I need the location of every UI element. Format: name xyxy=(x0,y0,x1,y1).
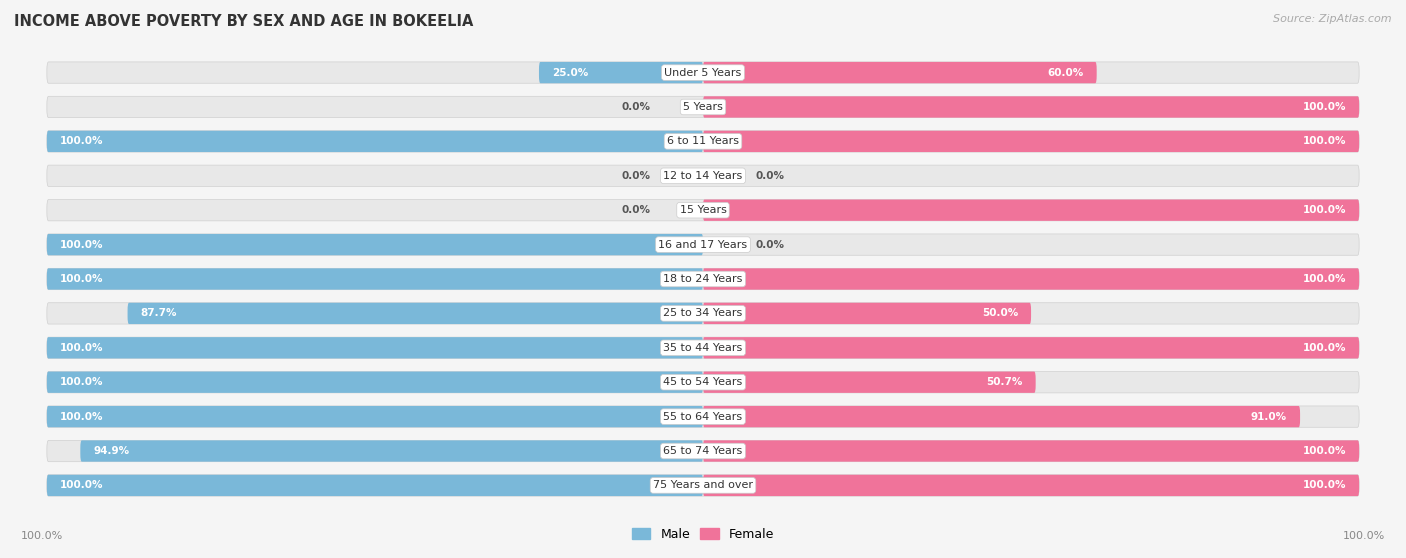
Text: 100.0%: 100.0% xyxy=(60,412,104,422)
FancyBboxPatch shape xyxy=(46,475,703,496)
Text: 55 to 64 Years: 55 to 64 Years xyxy=(664,412,742,422)
Text: 60.0%: 60.0% xyxy=(1047,68,1084,78)
Text: 94.9%: 94.9% xyxy=(93,446,129,456)
Text: 0.0%: 0.0% xyxy=(621,102,651,112)
FancyBboxPatch shape xyxy=(703,131,1360,152)
Text: 75 Years and over: 75 Years and over xyxy=(652,480,754,490)
Text: 100.0%: 100.0% xyxy=(60,377,104,387)
FancyBboxPatch shape xyxy=(703,440,1360,461)
Text: 100.0%: 100.0% xyxy=(1302,446,1346,456)
Text: 25 to 34 Years: 25 to 34 Years xyxy=(664,309,742,319)
Text: 100.0%: 100.0% xyxy=(1302,205,1346,215)
FancyBboxPatch shape xyxy=(703,372,1036,393)
FancyBboxPatch shape xyxy=(46,406,703,427)
FancyBboxPatch shape xyxy=(46,337,703,358)
FancyBboxPatch shape xyxy=(703,475,1360,496)
FancyBboxPatch shape xyxy=(703,406,1301,427)
Text: 25.0%: 25.0% xyxy=(553,68,588,78)
FancyBboxPatch shape xyxy=(46,200,1360,221)
Text: 0.0%: 0.0% xyxy=(755,171,785,181)
Text: 100.0%: 100.0% xyxy=(1302,480,1346,490)
FancyBboxPatch shape xyxy=(46,337,1360,358)
Legend: Male, Female: Male, Female xyxy=(627,523,779,546)
Text: 0.0%: 0.0% xyxy=(621,205,651,215)
FancyBboxPatch shape xyxy=(46,475,1360,496)
Text: 16 and 17 Years: 16 and 17 Years xyxy=(658,239,748,249)
Text: 100.0%: 100.0% xyxy=(1302,136,1346,146)
FancyBboxPatch shape xyxy=(46,268,703,290)
FancyBboxPatch shape xyxy=(703,337,1360,358)
Text: 87.7%: 87.7% xyxy=(141,309,177,319)
Text: 15 Years: 15 Years xyxy=(679,205,727,215)
Text: 100.0%: 100.0% xyxy=(1302,274,1346,284)
FancyBboxPatch shape xyxy=(46,62,1360,83)
Text: 0.0%: 0.0% xyxy=(755,239,785,249)
FancyBboxPatch shape xyxy=(46,372,1360,393)
Text: 100.0%: 100.0% xyxy=(1302,343,1346,353)
Text: INCOME ABOVE POVERTY BY SEX AND AGE IN BOKEELIA: INCOME ABOVE POVERTY BY SEX AND AGE IN B… xyxy=(14,14,474,29)
Text: 5 Years: 5 Years xyxy=(683,102,723,112)
Text: 6 to 11 Years: 6 to 11 Years xyxy=(666,136,740,146)
Text: 65 to 74 Years: 65 to 74 Years xyxy=(664,446,742,456)
FancyBboxPatch shape xyxy=(46,303,1360,324)
Text: 50.7%: 50.7% xyxy=(986,377,1022,387)
Text: 100.0%: 100.0% xyxy=(60,136,104,146)
FancyBboxPatch shape xyxy=(703,200,1360,221)
FancyBboxPatch shape xyxy=(46,440,1360,461)
Text: 12 to 14 Years: 12 to 14 Years xyxy=(664,171,742,181)
Text: 18 to 24 Years: 18 to 24 Years xyxy=(664,274,742,284)
Text: 45 to 54 Years: 45 to 54 Years xyxy=(664,377,742,387)
Text: 0.0%: 0.0% xyxy=(621,171,651,181)
FancyBboxPatch shape xyxy=(703,62,1097,83)
Text: 100.0%: 100.0% xyxy=(21,531,63,541)
FancyBboxPatch shape xyxy=(128,303,703,324)
Text: 100.0%: 100.0% xyxy=(60,274,104,284)
Text: 100.0%: 100.0% xyxy=(60,239,104,249)
FancyBboxPatch shape xyxy=(46,406,1360,427)
FancyBboxPatch shape xyxy=(46,234,703,255)
FancyBboxPatch shape xyxy=(46,131,1360,152)
Text: 100.0%: 100.0% xyxy=(60,343,104,353)
Text: 50.0%: 50.0% xyxy=(981,309,1018,319)
FancyBboxPatch shape xyxy=(703,268,1360,290)
FancyBboxPatch shape xyxy=(80,440,703,461)
FancyBboxPatch shape xyxy=(46,268,1360,290)
FancyBboxPatch shape xyxy=(46,97,1360,118)
FancyBboxPatch shape xyxy=(46,372,703,393)
Text: Source: ZipAtlas.com: Source: ZipAtlas.com xyxy=(1274,14,1392,24)
Text: 100.0%: 100.0% xyxy=(1302,102,1346,112)
FancyBboxPatch shape xyxy=(46,234,1360,255)
Text: 100.0%: 100.0% xyxy=(60,480,104,490)
Text: 100.0%: 100.0% xyxy=(1343,531,1385,541)
FancyBboxPatch shape xyxy=(46,131,703,152)
FancyBboxPatch shape xyxy=(703,303,1031,324)
FancyBboxPatch shape xyxy=(703,97,1360,118)
Text: Under 5 Years: Under 5 Years xyxy=(665,68,741,78)
Text: 35 to 44 Years: 35 to 44 Years xyxy=(664,343,742,353)
FancyBboxPatch shape xyxy=(538,62,703,83)
FancyBboxPatch shape xyxy=(46,165,1360,186)
Text: 91.0%: 91.0% xyxy=(1251,412,1286,422)
